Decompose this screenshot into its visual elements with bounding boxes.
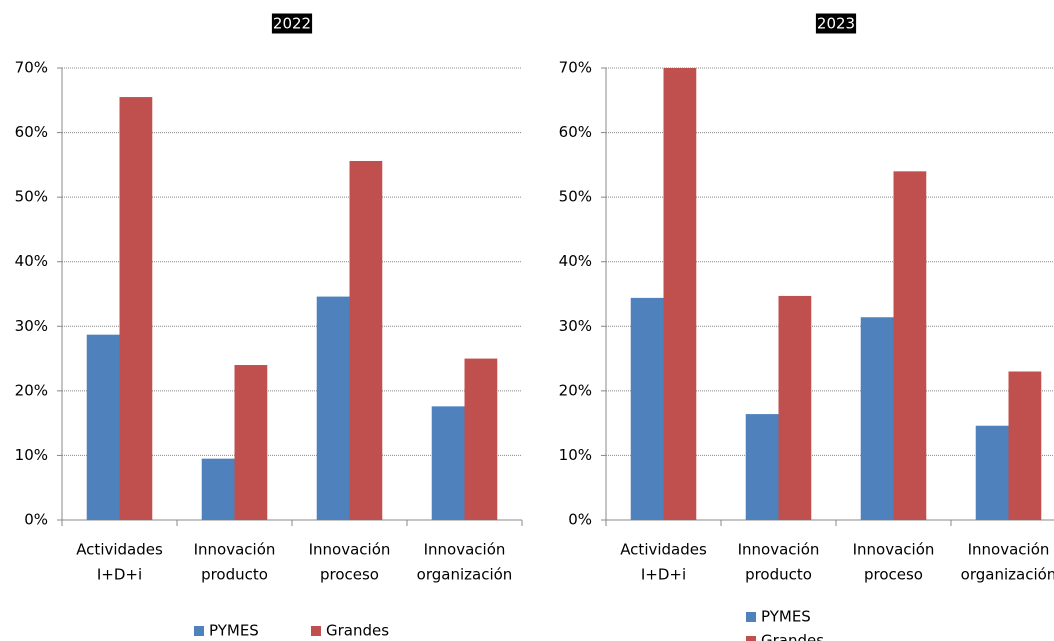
chart-title-box <box>271 13 313 34</box>
y-tick-label: 50% <box>15 188 48 206</box>
bar <box>975 425 1009 520</box>
bar <box>316 296 350 520</box>
chart-title: 2022 <box>273 15 311 33</box>
bar <box>234 365 268 520</box>
x-tick-label: proceso <box>320 566 379 584</box>
bar <box>860 317 894 520</box>
y-tick-label: 0% <box>568 511 592 529</box>
x-tick-label: Innovación <box>424 541 506 559</box>
legend-label: PYMES <box>209 622 259 640</box>
legend-swatch <box>746 636 756 641</box>
chart-title-group: 2022 <box>271 13 313 34</box>
y-tick-label: 10% <box>559 446 592 464</box>
x-tick-label: Innovación <box>738 541 820 559</box>
chart-title-group: 2023 <box>815 13 857 34</box>
y-tick-label: 70% <box>559 59 592 77</box>
bar <box>1008 371 1042 520</box>
bar <box>201 458 235 520</box>
x-tick-label: Actividades <box>620 541 707 559</box>
y-tick-label: 20% <box>559 381 592 399</box>
y-tick-label: 0% <box>24 511 48 529</box>
x-tick-label: I+D+i <box>641 566 686 584</box>
y-tick-label: 20% <box>15 381 48 399</box>
legend-swatch <box>311 626 321 636</box>
bar <box>893 171 927 521</box>
y-tick-label: 30% <box>559 317 592 335</box>
y-tick-label: 30% <box>15 317 48 335</box>
y-tick-label: 40% <box>15 252 48 270</box>
x-tick-label: Innovación <box>194 541 276 559</box>
legend-label: Grandes <box>326 622 389 640</box>
bar <box>778 295 812 520</box>
legend-swatch <box>194 626 204 636</box>
x-tick-label: producto <box>201 566 268 584</box>
chart-title: 2023 <box>817 15 855 33</box>
bar <box>119 97 153 521</box>
legend-label: PYMES <box>761 608 811 626</box>
x-tick-label: organización <box>961 566 1054 584</box>
bar <box>86 334 120 520</box>
x-tick-label: Innovación <box>968 541 1050 559</box>
x-tick-label: Innovación <box>853 541 935 559</box>
x-tick-label: proceso <box>864 566 923 584</box>
y-tick-label: 10% <box>15 446 48 464</box>
legend-swatch <box>746 612 756 622</box>
legend-label: Grandes <box>761 632 824 641</box>
bar <box>663 68 697 520</box>
chart-title-box <box>815 13 857 34</box>
y-tick-label: 60% <box>15 123 48 141</box>
bar <box>630 297 664 520</box>
y-tick-label: 50% <box>559 188 592 206</box>
x-tick-label: I+D+i <box>97 566 142 584</box>
y-tick-label: 40% <box>559 252 592 270</box>
bar <box>745 414 779 520</box>
bar <box>431 406 465 520</box>
y-tick-label: 70% <box>15 59 48 77</box>
x-tick-label: producto <box>745 566 812 584</box>
x-tick-label: organización <box>417 566 513 584</box>
x-tick-label: Actividades <box>76 541 163 559</box>
bar <box>464 358 498 520</box>
y-tick-label: 60% <box>559 123 592 141</box>
bar <box>349 160 383 521</box>
x-tick-label: Innovación <box>309 541 391 559</box>
